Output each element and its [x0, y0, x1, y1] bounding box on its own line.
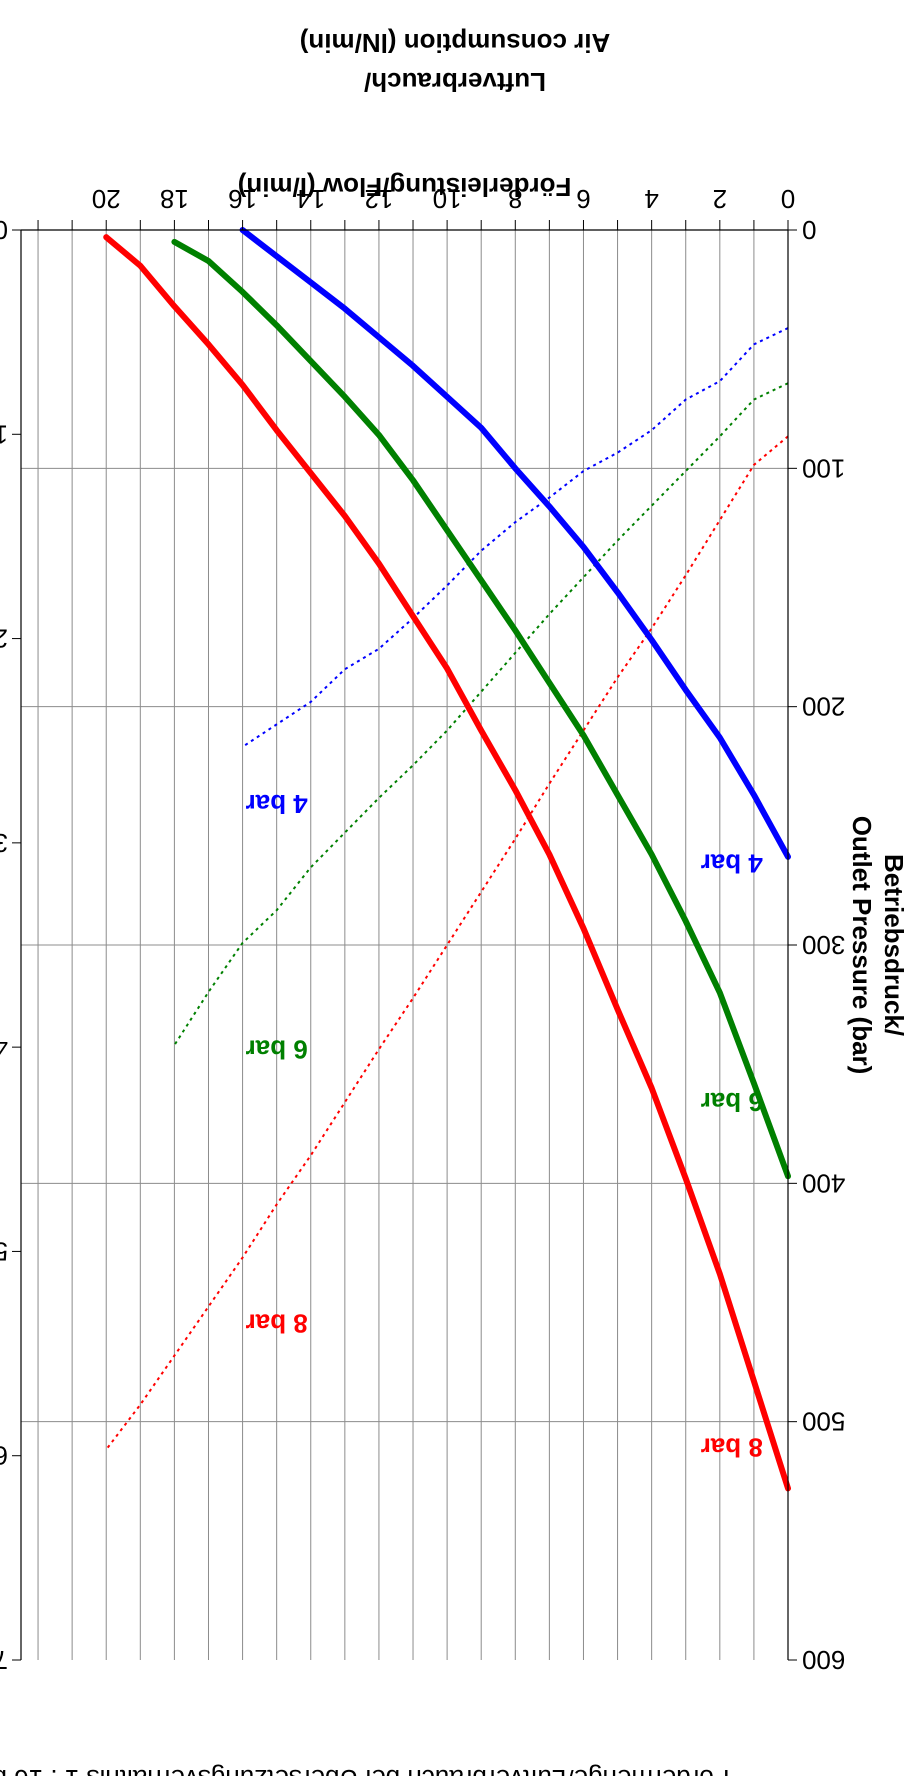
grid — [21, 230, 788, 1660]
y-tick-label: 300 — [802, 930, 845, 960]
air-consumption-line-4-bar — [242, 327, 789, 748]
series-annotation: 8 bar — [246, 1309, 308, 1339]
y-tick-label: 100 — [802, 453, 845, 483]
x-axis-label: Förderleistung/Flow (l/min) — [238, 172, 572, 202]
outlet-pressure-line-6-bar — [171, 238, 791, 1180]
y-axis-label-line1: Betriebsdruck/ — [879, 854, 909, 1036]
series-annotation: 4 bar — [246, 789, 308, 819]
x-tick-label: 12 — [364, 184, 393, 214]
tick-layer: 0246810121416182001002003004005006000100… — [0, 184, 845, 1675]
series-annotation: 6 bar — [701, 1087, 763, 1117]
x-tick-label: 8 — [508, 184, 522, 214]
y2-tick-label: 4000 — [0, 1032, 8, 1062]
series-layer — [103, 227, 791, 1492]
y2-tick-label: 6000 — [0, 1441, 8, 1471]
y-axis-label-line2: Outlet Pressure (bar) — [847, 816, 877, 1075]
outlet-pressure-line-4-bar — [239, 227, 791, 860]
series-annotation: 8 bar — [701, 1433, 763, 1463]
y2-tick-label: 5000 — [0, 1236, 8, 1266]
x-tick-label: 16 — [228, 184, 257, 214]
y2-axis-label-line1: Luftverbrauch/ — [364, 67, 546, 97]
y2-tick-label: 7000 — [0, 1645, 8, 1675]
y-tick-label: 200 — [802, 692, 845, 722]
y2-tick-label: 2000 — [0, 624, 8, 654]
outlet-pressure-line-8-bar — [103, 234, 791, 1492]
x-tick-label: 6 — [576, 184, 590, 214]
x-tick-label: 18 — [160, 184, 189, 214]
y2-tick-label: 3000 — [0, 828, 8, 858]
x-tick-label: 4 — [644, 184, 658, 214]
x-tick-label: 10 — [433, 184, 462, 214]
x-tick-label: 0 — [781, 184, 795, 214]
x-tick-label: 14 — [296, 184, 325, 214]
y-tick-label: 500 — [802, 1407, 845, 1437]
y2-tick-label: 0 — [0, 215, 8, 245]
y-tick-label: 0 — [802, 215, 816, 245]
chart-title: Fördermenge/Luftverbrauch bei Übersetzun… — [0, 1764, 730, 1776]
annotation-layer: 8 bar 6 bar 4 bar 8 bar 6 bar 4 bar — [246, 789, 763, 1463]
x-tick-label: 2 — [713, 184, 727, 214]
y-tick-label: 400 — [802, 1168, 845, 1198]
air-consumption-line-6-bar — [173, 382, 789, 1046]
y-tick-label: 600 — [802, 1645, 845, 1675]
y2-tick-label: 1000 — [0, 419, 8, 449]
y2-axis-label-line2: Air consumption (lN/min) — [300, 28, 611, 58]
series-annotation: 4 bar — [701, 849, 763, 879]
series-annotation: 6 bar — [246, 1035, 308, 1065]
x-tick-label: 20 — [92, 184, 121, 214]
